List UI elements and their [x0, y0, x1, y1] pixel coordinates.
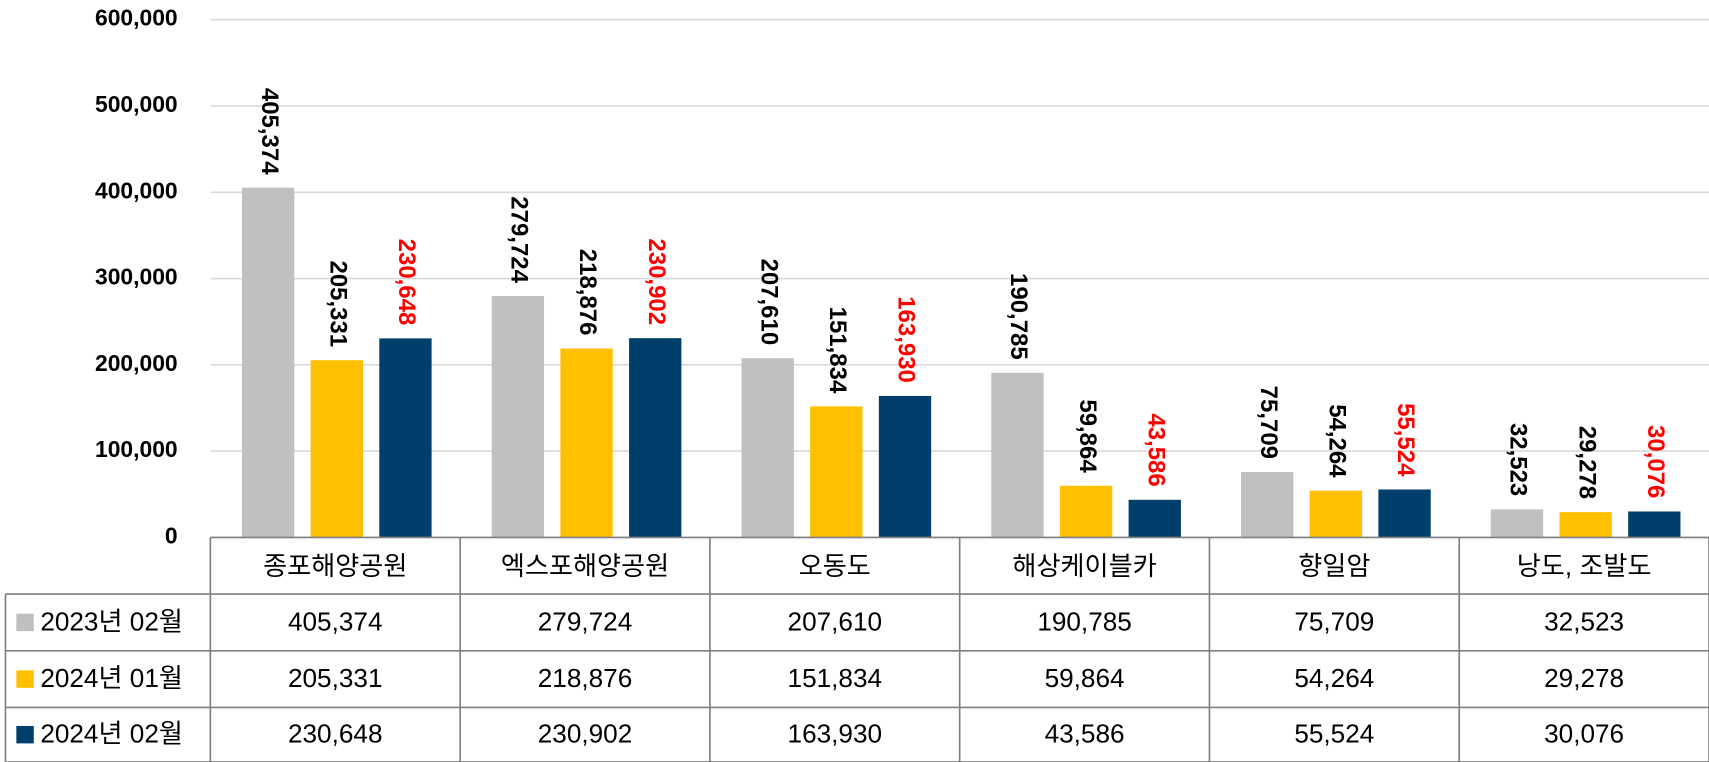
table-cell: 207,610: [788, 606, 883, 636]
data-label: 54,264: [1324, 404, 1351, 478]
bar: [1309, 490, 1363, 538]
bar: [1559, 512, 1612, 538]
data-label: 59,864: [1074, 399, 1101, 473]
bar: [810, 406, 863, 538]
legend-label: 2023년 02월: [40, 606, 183, 636]
data-label: 279,724: [506, 196, 533, 283]
table-cell: 59,864: [1045, 663, 1125, 693]
data-label: 151,834: [824, 307, 851, 394]
legend-swatch: [16, 670, 34, 688]
y-tick-label: 300,000: [95, 264, 178, 290]
table-cell: 230,648: [288, 719, 383, 749]
table-cell: 30,076: [1544, 719, 1624, 749]
x-tick-label: 엑스포해양공원: [501, 551, 669, 581]
data-label: 205,331: [324, 260, 351, 347]
legend-label: 2024년 02월: [40, 719, 183, 749]
y-tick-label: 0: [165, 522, 178, 548]
table-cell: 205,331: [288, 663, 383, 693]
y-tick-label: 100,000: [95, 436, 178, 462]
data-label: 405,374: [256, 88, 283, 175]
table-cell: 218,876: [538, 663, 633, 693]
table-cell: 163,930: [788, 719, 883, 749]
y-tick-label: 500,000: [95, 91, 178, 117]
bar: [1490, 509, 1544, 538]
bar: [491, 296, 545, 538]
table-cell: 75,709: [1294, 606, 1374, 636]
table-cell: 405,374: [288, 606, 383, 636]
table-cell: 32,523: [1544, 606, 1624, 636]
x-tick-label: 향일암: [1298, 551, 1370, 581]
table-cell: 230,902: [538, 719, 633, 749]
bar: [1378, 489, 1431, 538]
bar: [1241, 472, 1294, 538]
bar: [629, 338, 682, 538]
x-tick-label: 오동도: [799, 551, 871, 581]
data-label: 190,785: [1005, 273, 1032, 360]
data-label: 30,076: [1642, 425, 1669, 498]
table-cell: 190,785: [1037, 606, 1132, 636]
bar: [1128, 499, 1181, 538]
data-label: 230,648: [393, 239, 420, 326]
y-tick-label: 200,000: [95, 350, 178, 376]
bar: [560, 348, 613, 538]
table-cell: 55,524: [1294, 719, 1374, 749]
bar: [1059, 485, 1113, 538]
table-cell: 54,264: [1294, 663, 1374, 693]
x-tick-label: 종포해양공원: [263, 551, 407, 581]
bar: [310, 360, 363, 538]
data-label: 55,524: [1392, 403, 1419, 477]
table-cell: 43,586: [1045, 719, 1125, 749]
data-label: 29,278: [1573, 426, 1600, 499]
data-label: 163,930: [893, 296, 920, 383]
bar: [741, 358, 794, 538]
y-tick-label: 600,000: [95, 5, 178, 31]
x-tick-label: 낭도, 조발도: [1517, 551, 1652, 581]
legend-swatch: [16, 613, 34, 632]
table-cell: 29,278: [1544, 663, 1624, 693]
data-label: 32,523: [1505, 423, 1532, 496]
table-cell: 279,724: [538, 606, 633, 636]
bar: [1628, 511, 1681, 538]
legend-label: 2024년 01월: [40, 663, 183, 693]
data-label: 218,876: [574, 249, 601, 336]
table-cell: 151,834: [788, 663, 883, 693]
legend-swatch: [16, 725, 34, 744]
data-label: 230,902: [643, 238, 670, 325]
data-label: 43,586: [1142, 413, 1169, 486]
bar: [878, 395, 932, 538]
bar: [379, 338, 432, 538]
data-label: 207,610: [755, 259, 782, 346]
x-tick-label: 해상케이블카: [1012, 551, 1156, 581]
data-label: 75,709: [1255, 386, 1282, 459]
y-tick-label: 400,000: [95, 177, 178, 203]
bar: [241, 187, 295, 538]
bar: [991, 372, 1044, 538]
